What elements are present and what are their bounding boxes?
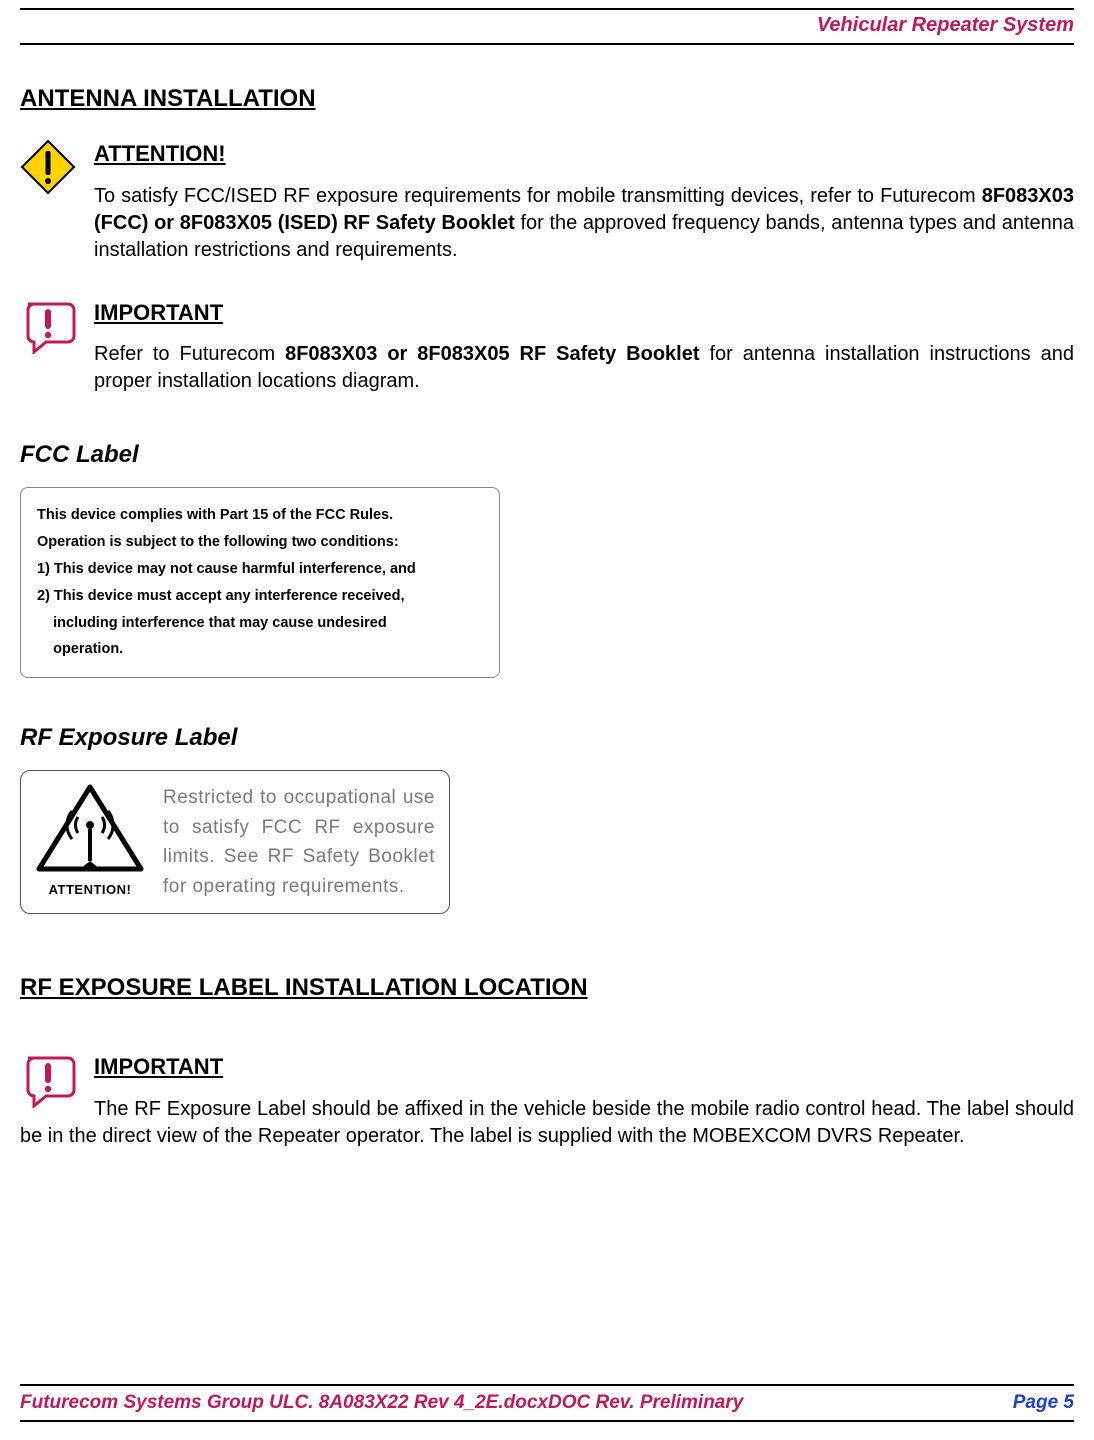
callout-important-1: IMPORTANT Refer to Futurecom 8F083X03 or…: [20, 298, 1074, 396]
main-content: ANTENNA INSTALLATION ATTENTION! To satis…: [20, 45, 1074, 1150]
warning-diamond-icon: [20, 139, 76, 195]
important1-text-bold: 8F083X03 or 8F083X05 RF Safety Booklet: [285, 343, 699, 365]
rf-exposure-text: Restricted to occupational use to satisf…: [163, 783, 435, 901]
attention-text-pre: To satisfy FCC/ISED RF exposure requirem…: [94, 185, 982, 207]
important2-text: The RF Exposure Label should be affixed …: [20, 1098, 1074, 1147]
important1-text-pre: Refer to Futurecom: [94, 343, 285, 365]
important-bubble-icon-2: [20, 1052, 76, 1108]
important2-title: IMPORTANT: [94, 1052, 223, 1082]
fcc-label-box: This device complies with Part 15 of the…: [20, 487, 500, 678]
attention-title: ATTENTION!: [94, 139, 1074, 169]
heading-antenna: ANTENNA INSTALLATION: [20, 85, 1074, 113]
fcc-line-1: This device complies with Part 15 of the…: [37, 502, 483, 529]
footer: Futurecom Systems Group ULC. 8A083X22 Re…: [20, 1384, 1074, 1422]
rf-exposure-label-box: ATTENTION! Restricted to occupational us…: [20, 770, 450, 914]
rf-attention-caption: ATTENTION!: [35, 882, 145, 897]
callout-important-2: IMPORTANT The RF Exposure Label should b…: [20, 1052, 1074, 1150]
important1-body: IMPORTANT Refer to Futurecom 8F083X03 or…: [94, 298, 1074, 396]
footer-page-number: Page 5: [1013, 1392, 1074, 1414]
heading-rf-location: RF EXPOSURE LABEL INSTALLATION LOCATION: [20, 974, 1074, 1002]
footer-doc-id: Futurecom Systems Group ULC. 8A083X22 Re…: [20, 1392, 743, 1414]
fcc-line-6: operation.: [37, 636, 483, 663]
footer-row: Futurecom Systems Group ULC. 8A083X22 Re…: [20, 1386, 1074, 1420]
fcc-line-3: 1) This device may not cause harmful int…: [37, 556, 483, 583]
heading-fcc-label: FCC Label: [20, 441, 1074, 469]
attention-body: ATTENTION! To satisfy FCC/ISED RF exposu…: [94, 139, 1074, 264]
heading-rf-exposure-label: RF Exposure Label: [20, 724, 1074, 752]
footer-rule-bottom: [20, 1420, 1074, 1422]
rf-warning-triangle-icon: [35, 783, 145, 873]
callout-attention: ATTENTION! To satisfy FCC/ISED RF exposu…: [20, 139, 1074, 264]
important1-title: IMPORTANT: [94, 298, 1074, 328]
fcc-line-4: 2) This device must accept any interfere…: [37, 583, 483, 610]
header-title: Vehicular Repeater System: [20, 10, 1074, 43]
rf-icon-column: ATTENTION!: [35, 783, 145, 897]
important-bubble-icon: [20, 298, 76, 354]
important2-body: IMPORTANT The RF Exposure Label should b…: [20, 1052, 1074, 1150]
fcc-line-2: Operation is subject to the following tw…: [37, 529, 483, 556]
fcc-line-5: including interference that may cause un…: [37, 610, 483, 637]
